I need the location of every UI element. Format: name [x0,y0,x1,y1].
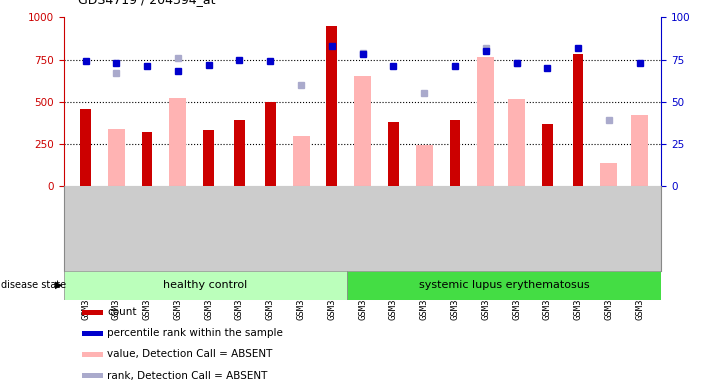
Bar [82,373,103,378]
Text: value, Detection Call = ABSENT: value, Detection Call = ABSENT [107,349,272,359]
Bar [631,115,648,186]
Text: healthy control: healthy control [164,280,247,290]
Bar [82,331,103,336]
Bar [354,76,371,186]
Bar [203,131,214,186]
Bar [82,352,103,357]
Bar [573,55,584,186]
Bar [82,310,103,315]
Bar [508,99,525,186]
Bar [326,26,337,186]
Bar [265,102,276,186]
Bar [292,136,309,186]
Bar [600,164,617,186]
Bar [542,124,552,186]
Bar [477,57,494,186]
Text: disease state: disease state [1,280,66,290]
Text: percentile rank within the sample: percentile rank within the sample [107,328,283,338]
Text: systemic lupus erythematosus: systemic lupus erythematosus [419,280,589,290]
Text: ▶: ▶ [55,280,63,290]
Bar [141,132,152,186]
Bar [416,145,433,186]
Bar [388,122,399,186]
Bar [108,129,125,186]
Bar [80,109,91,186]
Text: GDS4719 / 204394_at: GDS4719 / 204394_at [78,0,215,6]
Text: count: count [107,307,137,317]
Bar [347,271,661,300]
Bar [234,119,245,186]
Bar [449,120,460,186]
Bar [169,98,186,186]
Text: rank, Detection Call = ABSENT: rank, Detection Call = ABSENT [107,371,267,381]
Bar [64,271,347,300]
